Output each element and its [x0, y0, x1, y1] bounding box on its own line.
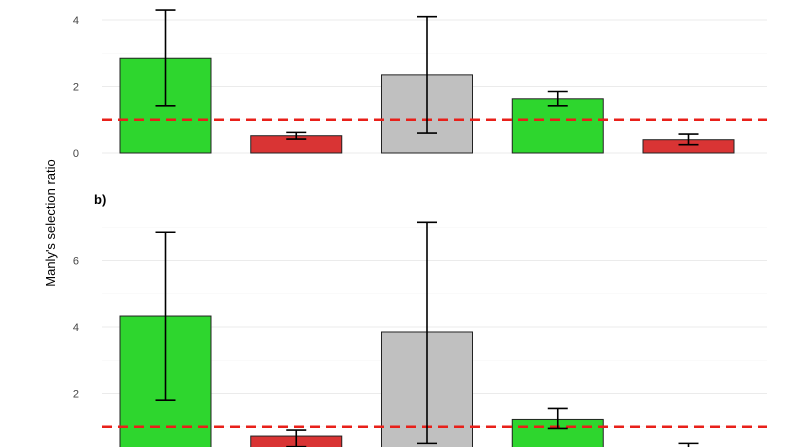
panel-b-y-tick-label: 6 — [73, 256, 79, 268]
panel-b-label: b) — [94, 192, 106, 207]
panel-a-bar-4 — [511, 98, 604, 154]
panel-a-y-tick-label: 0 — [73, 148, 79, 160]
y-axis-title: Manly's selection ratio — [43, 159, 58, 286]
panel-a: 0 2 4 — [73, 9, 767, 160]
panel-b: 2 4 6 — [73, 221, 767, 447]
panel-b-y-tick-label: 2 — [73, 389, 79, 401]
panel-b-y-tick-label: 4 — [73, 322, 79, 334]
panel-a-y-tick-label: 4 — [73, 15, 79, 27]
panel-a-y-tick-label: 2 — [73, 82, 79, 94]
